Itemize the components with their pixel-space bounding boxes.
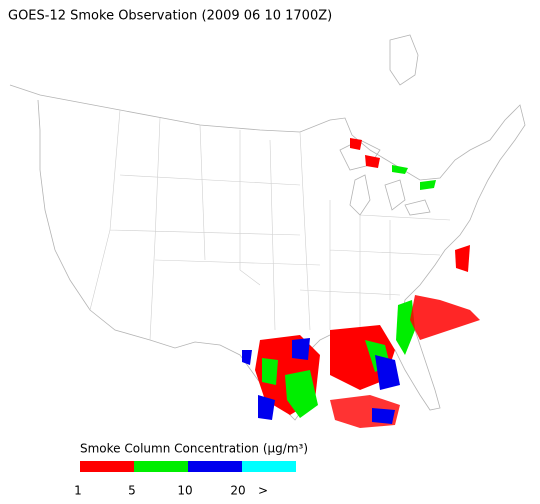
smoke-area — [396, 300, 415, 355]
smoke-areas — [242, 138, 480, 428]
legend-swatch — [188, 461, 242, 472]
legend-swatch — [80, 461, 134, 472]
legend-label: 5 — [128, 484, 136, 498]
title: GOES-12 Smoke Observation (2009 06 10 17… — [8, 9, 332, 24]
smoke-area — [420, 180, 436, 190]
smoke-area — [410, 295, 480, 340]
legend-label: 20 — [230, 484, 245, 498]
smoke-area — [455, 245, 470, 272]
smoke-area — [262, 358, 278, 385]
smoke-area — [242, 350, 252, 365]
legend-label: 1 — [74, 484, 82, 498]
legend-title: Smoke Column Concentration (μg/m³) — [80, 442, 308, 456]
legend-swatch — [242, 461, 296, 472]
legend-bar — [80, 461, 296, 472]
smoke-area — [365, 155, 380, 168]
smoke-area — [258, 395, 275, 420]
legend-label: 10 — [177, 484, 192, 498]
smoke-area — [375, 355, 400, 390]
smoke-area — [292, 338, 310, 360]
smoke-area — [350, 138, 362, 150]
legend-label: > — [258, 484, 268, 498]
legend-swatch — [134, 461, 188, 472]
smoke-area — [372, 408, 395, 424]
smoke-area — [285, 370, 318, 418]
smoke-area — [392, 165, 408, 174]
